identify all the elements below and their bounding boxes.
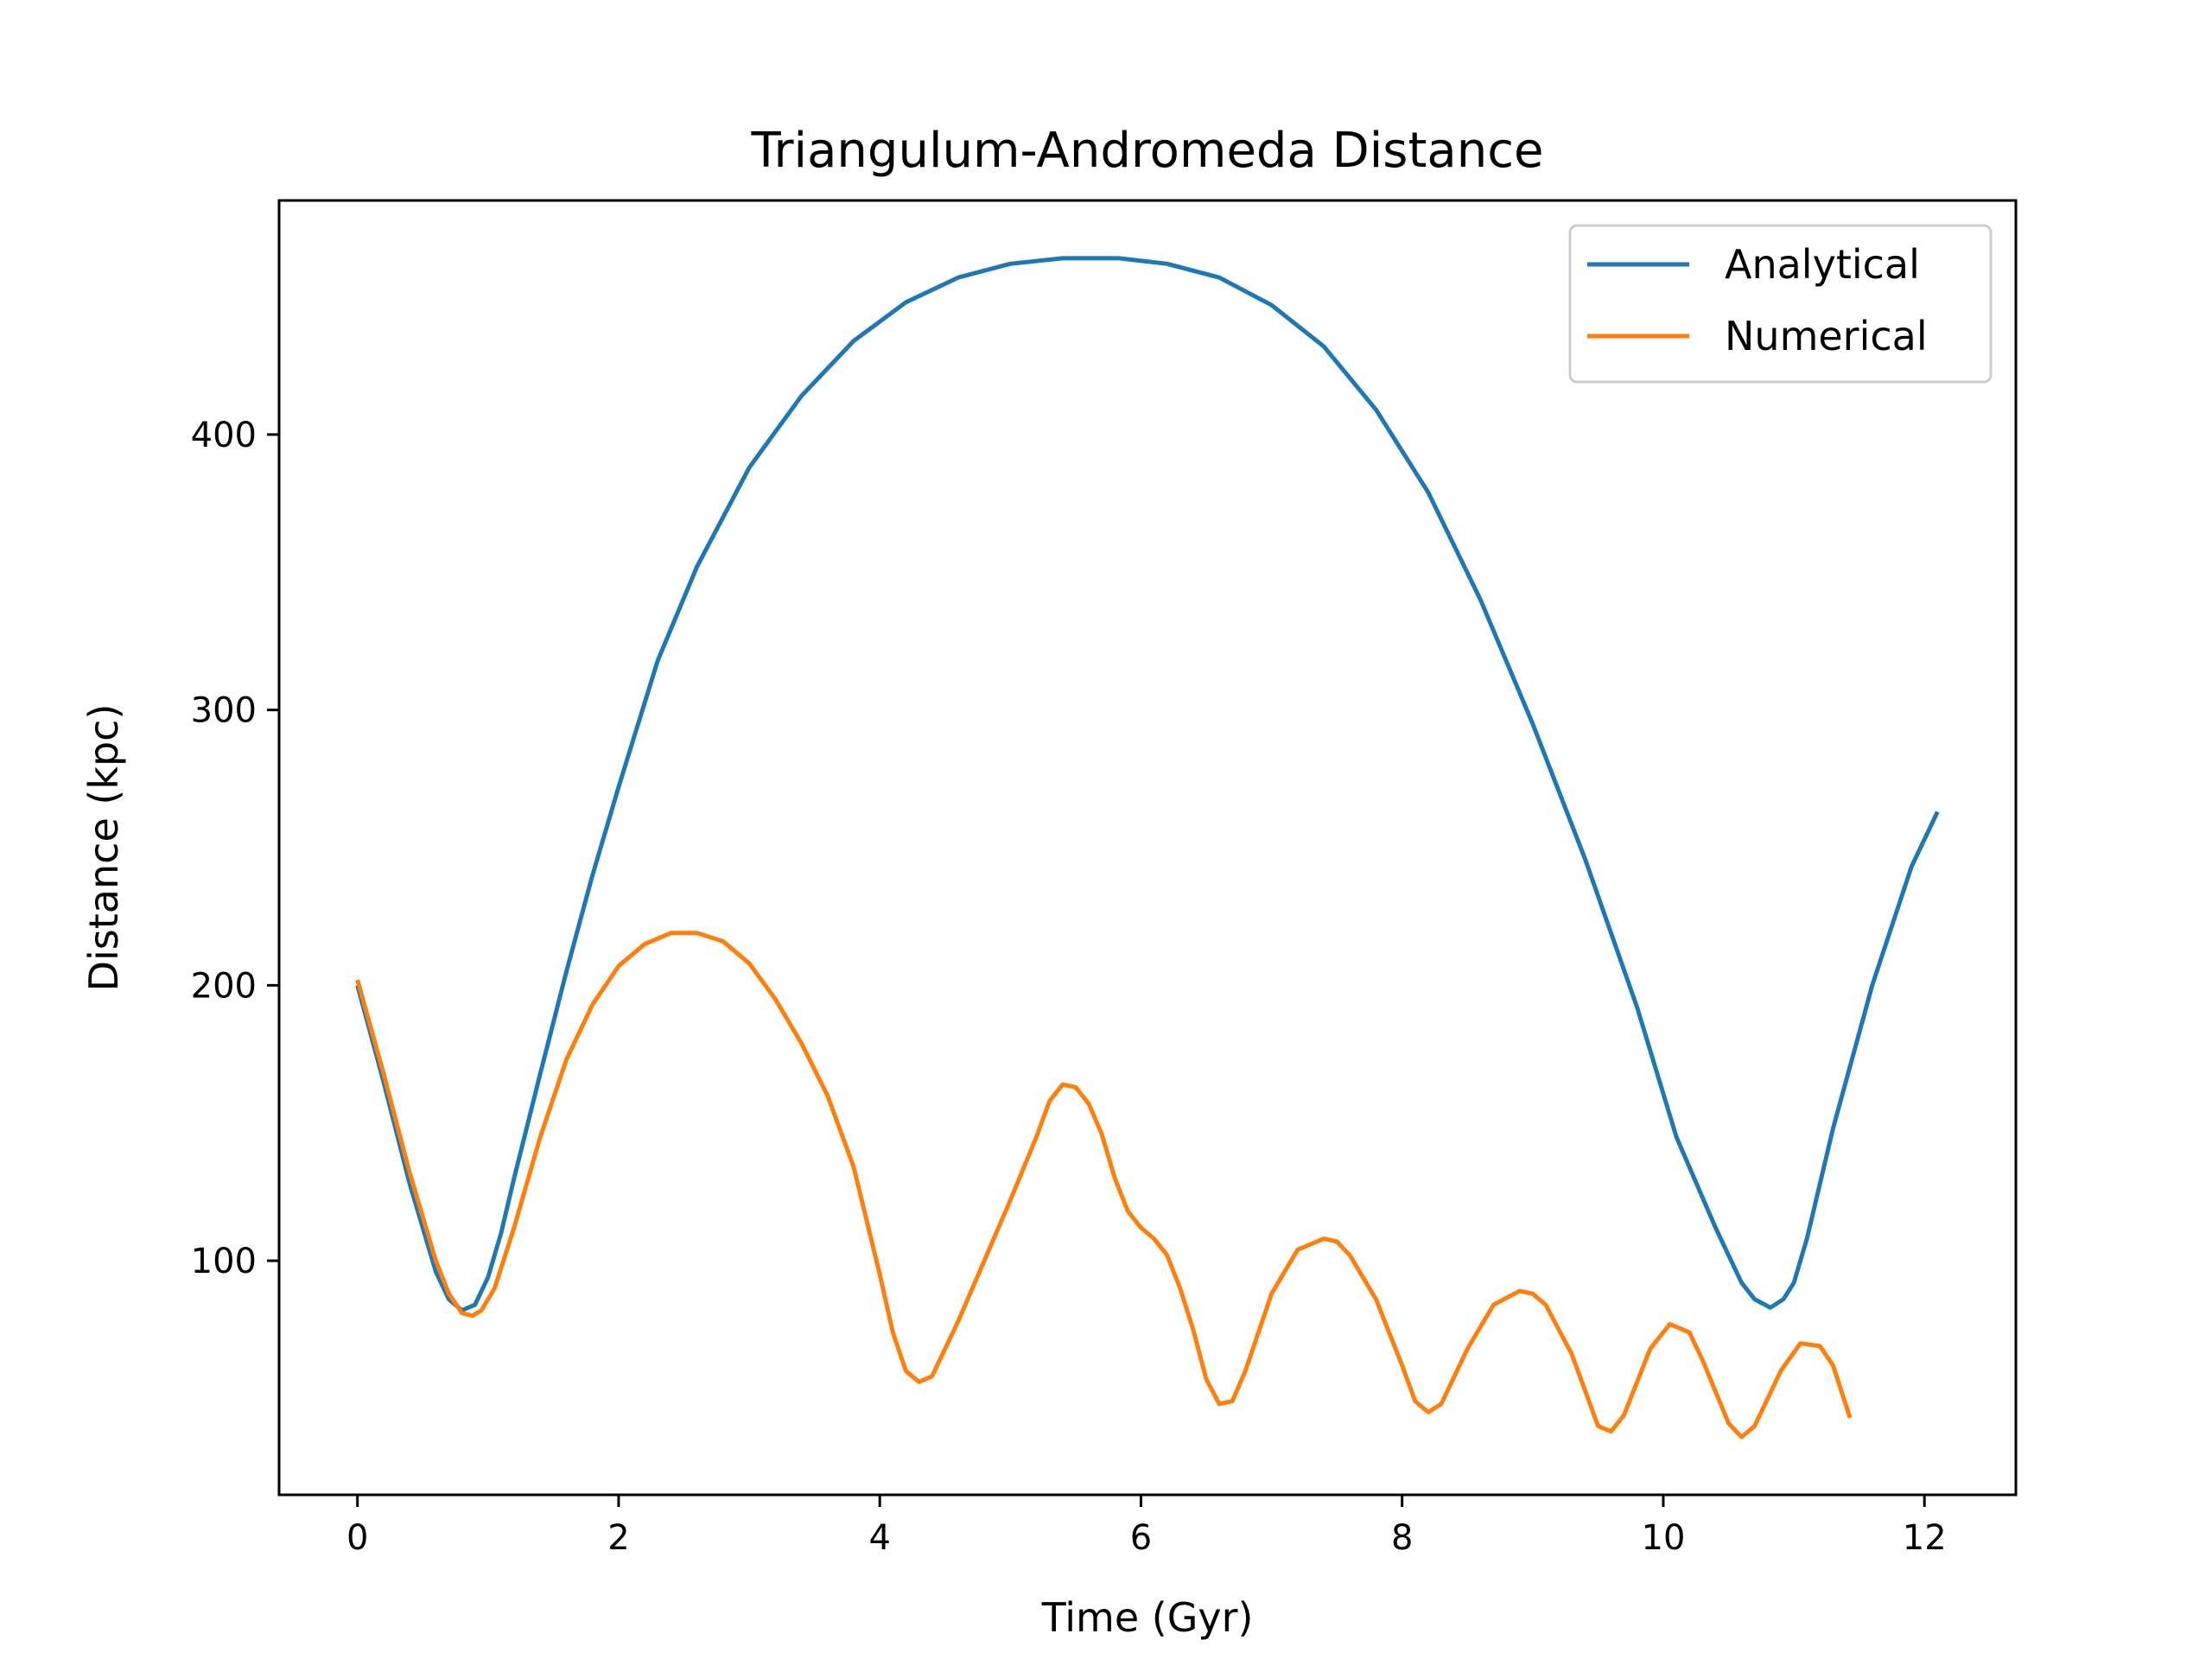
x-tick-label: 12 (1903, 1518, 1947, 1558)
x-tick-label: 4 (868, 1518, 890, 1558)
legend-label-analytical: Analytical (1725, 241, 1920, 288)
y-tick-label: 400 (191, 416, 257, 455)
y-tick-label: 100 (191, 1242, 257, 1281)
legend-label-numerical: Numerical (1725, 313, 1928, 359)
x-tick-label: 8 (1391, 1518, 1413, 1558)
series-line-analytical (355, 256, 1940, 1313)
series-layer (355, 256, 1940, 1440)
x-tick-label: 6 (1130, 1518, 1152, 1558)
legend: Analytical Numerical (1568, 224, 1993, 384)
y-tick-label: 300 (191, 691, 257, 731)
y-axis-label: Distance (kpc) (80, 704, 127, 992)
plot-frame (277, 199, 2018, 1497)
y-tick-label: 200 (191, 966, 257, 1006)
chart-title: Triangulum-Andromeda Distance (751, 123, 1544, 179)
x-tick-label: 10 (1642, 1518, 1686, 1558)
series-line-numerical (355, 931, 1853, 1440)
x-axis: 0 2 4 6 8 10 12 (346, 1495, 1947, 1558)
x-axis-label: Time (Gyr) (1041, 1594, 1254, 1641)
y-axis: 100 200 300 400 (191, 416, 279, 1281)
x-tick-label: 0 (346, 1518, 368, 1558)
x-tick-label: 2 (607, 1518, 629, 1558)
